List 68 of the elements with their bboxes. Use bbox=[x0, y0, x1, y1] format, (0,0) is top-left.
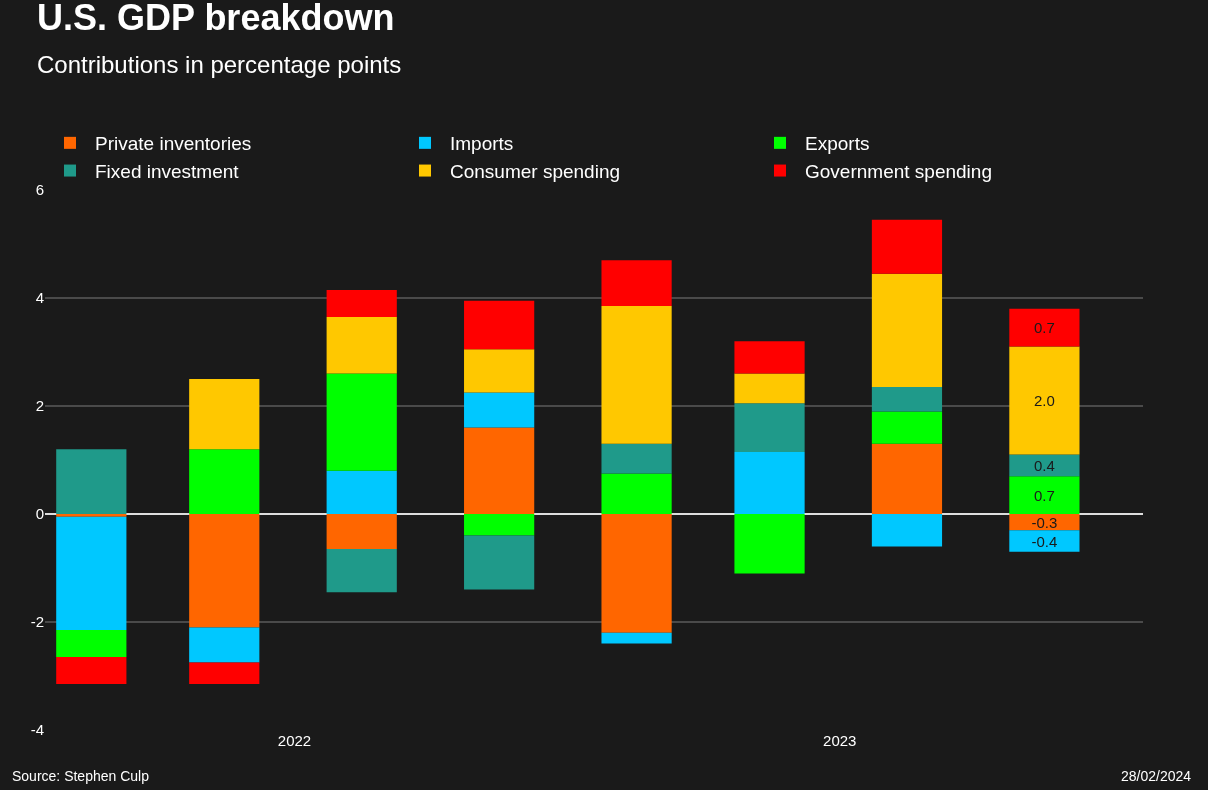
bar bbox=[734, 341, 805, 374]
bar bbox=[871, 514, 943, 547]
bar bbox=[326, 470, 397, 514]
legend-label: Consumer spending bbox=[450, 160, 621, 182]
bar bbox=[326, 289, 397, 317]
bar bbox=[464, 514, 535, 536]
bar bbox=[1009, 308, 1080, 347]
bar bbox=[326, 316, 397, 374]
legend-label: Fixed investment bbox=[95, 160, 240, 182]
legend-label: Government spending bbox=[805, 160, 992, 182]
x-tick-label: 2022 bbox=[277, 732, 312, 749]
bar bbox=[1009, 530, 1080, 552]
bar bbox=[464, 392, 535, 428]
bar bbox=[601, 306, 672, 444]
bar bbox=[734, 451, 805, 514]
bar bbox=[189, 514, 260, 628]
bar bbox=[871, 219, 943, 274]
chart-title: U.S. GDP breakdown bbox=[37, 0, 395, 38]
bar bbox=[601, 514, 672, 633]
data-label: 0.7 bbox=[1033, 319, 1055, 337]
source-note: Source: Stephen Culp bbox=[12, 768, 150, 784]
x-tick-label: 2023 bbox=[823, 732, 857, 749]
bar bbox=[56, 657, 127, 685]
bar bbox=[601, 260, 672, 307]
bar bbox=[326, 514, 397, 550]
bar bbox=[1009, 346, 1080, 455]
legend-label: Exports bbox=[805, 133, 870, 155]
bar bbox=[56, 630, 127, 658]
bar bbox=[189, 662, 260, 685]
y-tick-label: -2 bbox=[30, 613, 44, 631]
text: 28/02/2024 bbox=[1121, 768, 1192, 784]
legend-label: Imports bbox=[450, 133, 514, 155]
bar bbox=[601, 443, 672, 474]
bar bbox=[464, 535, 535, 590]
bar bbox=[734, 373, 805, 404]
bar bbox=[56, 449, 127, 514]
bar bbox=[871, 273, 943, 388]
bar bbox=[601, 473, 672, 514]
bar bbox=[189, 627, 260, 663]
bar bbox=[464, 427, 535, 514]
bar bbox=[871, 387, 943, 412]
bar bbox=[464, 349, 535, 393]
data-label: 0.7 bbox=[1033, 486, 1055, 504]
y-tick-label: -4 bbox=[30, 721, 44, 739]
data-label: 0.4 bbox=[1033, 456, 1055, 474]
bar bbox=[326, 549, 397, 593]
data-label: -0.3 bbox=[1031, 513, 1058, 531]
bar bbox=[734, 403, 805, 452]
y-tick-label: 6 bbox=[35, 181, 44, 199]
y-tick-label: 4 bbox=[35, 289, 44, 307]
bar bbox=[189, 449, 260, 514]
bar bbox=[871, 411, 943, 444]
bar bbox=[601, 632, 672, 644]
bar bbox=[734, 514, 805, 574]
data-label: -0.4 bbox=[1031, 532, 1058, 550]
bar bbox=[871, 443, 943, 514]
bar bbox=[464, 300, 535, 350]
bar bbox=[56, 514, 127, 517]
bar bbox=[1009, 454, 1080, 477]
bar bbox=[189, 379, 260, 450]
y-tick-label: 0 bbox=[35, 505, 44, 523]
data-label: 2.0 bbox=[1033, 392, 1055, 410]
y-tick-label: 2 bbox=[35, 397, 44, 415]
chart-subtitle: Contributions in percentage points bbox=[37, 51, 402, 78]
legend-label: Private inventories bbox=[95, 133, 252, 155]
bar bbox=[326, 373, 397, 471]
bar bbox=[56, 516, 127, 631]
bar bbox=[1009, 476, 1080, 514]
